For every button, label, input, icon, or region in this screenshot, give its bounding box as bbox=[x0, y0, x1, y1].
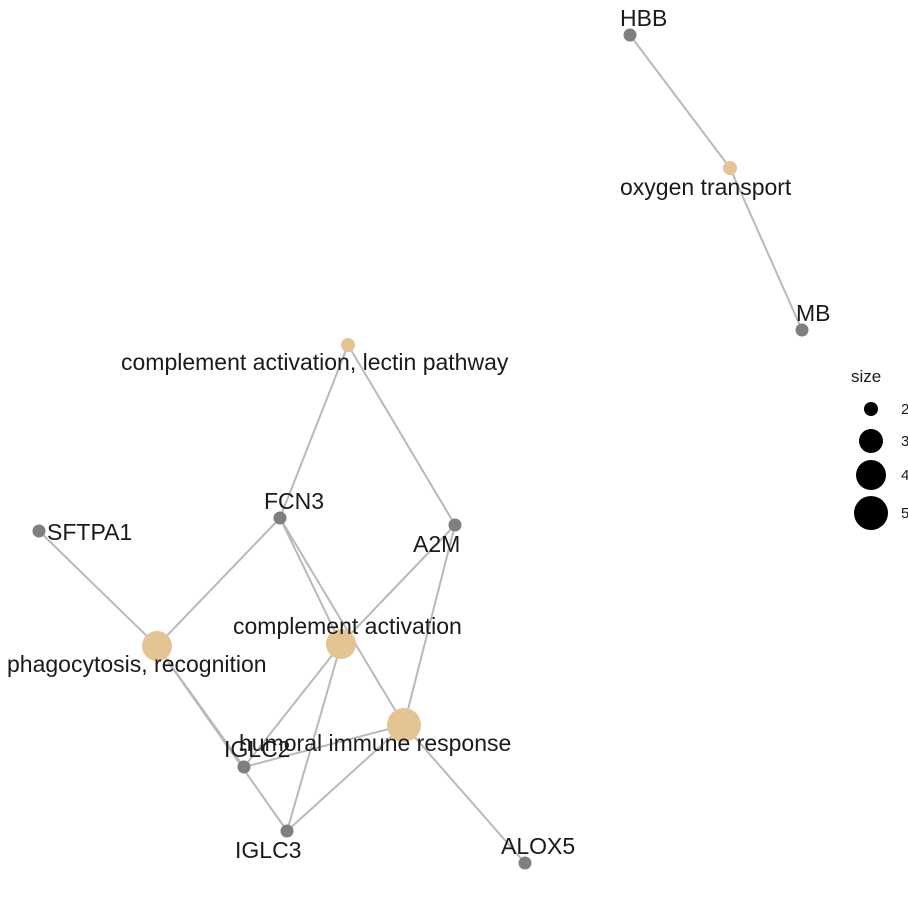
node-label-iglc3: IGLC3 bbox=[235, 837, 301, 863]
edge-mb-oxygen-transport bbox=[729, 167, 803, 331]
node-label-complement-activation-lectin-pathway: complement activation, lectin pathway bbox=[121, 349, 509, 375]
legend-label-2: 2 bbox=[901, 401, 908, 418]
gene-node-a2m[interactable] bbox=[448, 518, 462, 532]
gene-node-sftpa1[interactable] bbox=[32, 524, 46, 538]
edge-a2m-humoral-immune-response bbox=[403, 524, 456, 726]
edge-hbb-oxygen-transport bbox=[629, 34, 731, 169]
edges-layer bbox=[38, 34, 803, 864]
gene-node-hbb[interactable] bbox=[623, 28, 637, 42]
node-label-alox5: ALOX5 bbox=[501, 833, 575, 859]
legend-title: size bbox=[851, 367, 881, 386]
edge-a2m-complement-activation bbox=[340, 524, 456, 645]
edge-iglc2-complement-activation bbox=[243, 643, 342, 768]
node-label-mb: MB bbox=[796, 300, 831, 326]
term-node-complement-activation-lectin-pathway[interactable] bbox=[341, 338, 355, 352]
legend-dot-5 bbox=[854, 496, 888, 530]
node-label-fcn3: FCN3 bbox=[264, 488, 324, 514]
edge-iglc3-phagocytosis-recognition bbox=[156, 645, 288, 832]
node-label-sftpa1: SFTPA1 bbox=[47, 519, 132, 545]
legend-dot-3 bbox=[859, 429, 883, 453]
node-label-humoral-immune-response: humoral immune response bbox=[239, 730, 511, 756]
gene-node-alox5[interactable] bbox=[518, 856, 532, 870]
edge-fcn3-complement-activation bbox=[279, 517, 342, 645]
edge-fcn3-phagocytosis-recognition bbox=[156, 517, 281, 647]
node-label-complement-activation: complement activation bbox=[233, 613, 462, 639]
legend-label-3: 3 bbox=[901, 433, 908, 450]
node-label-hbb: HBB bbox=[620, 5, 667, 31]
node-label-iglc2: IGLC2 bbox=[224, 736, 290, 762]
node-label-phagocytosis-recognition: phagocytosis, recognition bbox=[7, 651, 267, 677]
term-node-complement-activation[interactable] bbox=[326, 629, 356, 659]
edge-iglc3-humoral-immune-response bbox=[286, 724, 405, 832]
legend-dot-4 bbox=[856, 460, 886, 490]
gene-node-iglc3[interactable] bbox=[280, 824, 294, 838]
gene-node-fcn3[interactable] bbox=[273, 511, 287, 525]
gene-node-iglc2[interactable] bbox=[237, 760, 251, 774]
legend-label-5: 5 bbox=[901, 505, 908, 522]
edge-iglc2-humoral-immune-response bbox=[243, 724, 405, 768]
term-node-oxygen-transport[interactable] bbox=[723, 161, 737, 175]
edge-iglc3-complement-activation bbox=[286, 643, 342, 832]
edge-alox5-humoral-immune-response bbox=[403, 724, 526, 864]
node-label-a2m: A2M bbox=[413, 531, 460, 557]
size-legend: size 2 3 4 5 bbox=[851, 367, 908, 530]
labels-layer: HBB MB FCN3 SFTPA1 A2M IGLC2 IGLC3 ALOX5 oxygen … bbox=[7, 5, 831, 863]
legend-dot-2 bbox=[864, 402, 878, 416]
term-node-humoral-immune-response[interactable] bbox=[387, 708, 421, 742]
term-node-phagocytosis-recognition[interactable] bbox=[142, 631, 172, 661]
edge-fcn3-complement-activation-lectin-pathway bbox=[279, 344, 349, 519]
gene-node-mb[interactable] bbox=[795, 323, 809, 337]
legend-label-4: 4 bbox=[901, 467, 908, 484]
node-label-oxygen-transport: oxygen transport bbox=[620, 174, 792, 200]
edge-a2m-complement-activation-lectin-pathway bbox=[347, 344, 456, 526]
edge-sftpa1-phagocytosis-recognition bbox=[38, 530, 158, 647]
edge-fcn3-humoral-immune-response bbox=[279, 517, 405, 726]
nodes-layer bbox=[32, 28, 809, 870]
